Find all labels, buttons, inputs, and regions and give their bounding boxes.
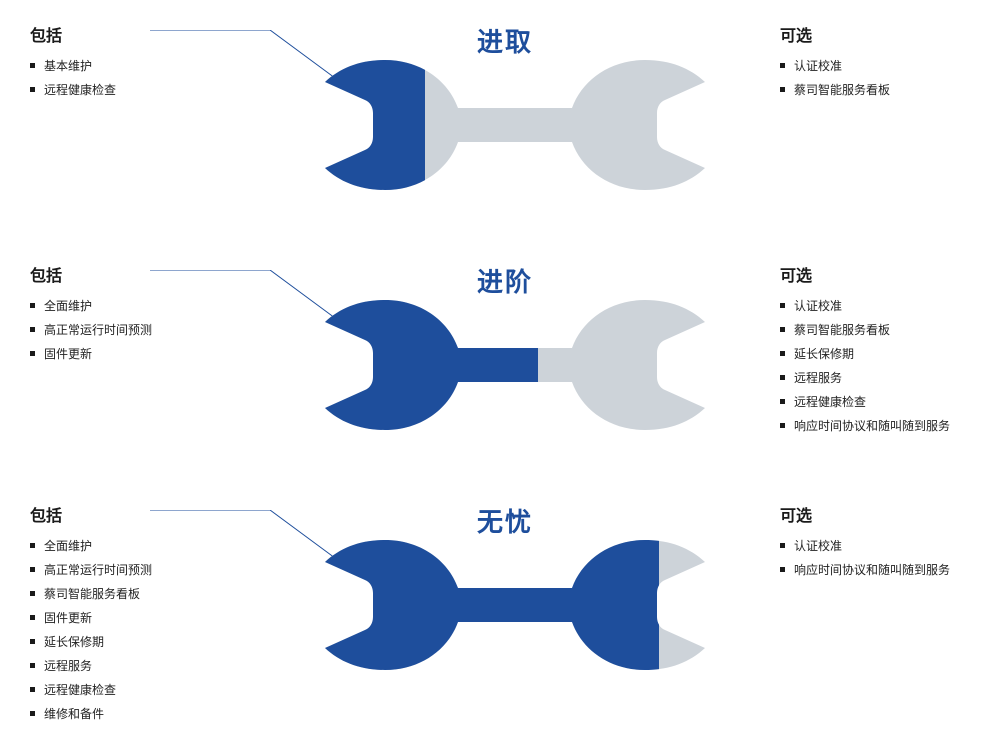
optional-column: 可选 认证校准响应时间协议和随叫随到服务 [780,502,980,582]
optional-item: 认证校准 [780,54,980,78]
included-heading: 包括 [30,22,230,46]
included-item: 基本维护 [30,54,230,78]
tier-tier2: 包括 全面维护高正常运行时间预测固件更新 进阶 可选 认证校准蔡司智能服务看板延… [0,240,991,480]
included-item: 远程服务 [30,654,230,678]
optional-list: 认证校准蔡司智能服务看板 [780,54,980,102]
wrench-graphic [290,300,740,430]
included-column: 包括 全面维护高正常运行时间预测蔡司智能服务看板固件更新延长保修期远程服务远程健… [30,502,230,726]
optional-column: 可选 认证校准蔡司智能服务看板 [780,22,980,102]
optional-list: 认证校准响应时间协议和随叫随到服务 [780,534,980,582]
tier-title-wrap: 进取 [270,22,740,59]
tier-tier3: 包括 全面维护高正常运行时间预测蔡司智能服务看板固件更新延长保修期远程服务远程健… [0,480,991,720]
included-item: 蔡司智能服务看板 [30,582,230,606]
optional-column: 可选 认证校准蔡司智能服务看板延长保修期远程服务远程健康检查响应时间协议和随叫随… [780,262,980,438]
optional-heading: 可选 [780,502,980,526]
wrench-graphic [290,540,740,670]
optional-item: 蔡司智能服务看板 [780,78,980,102]
wrench-graphic [290,60,740,190]
tier-title: 无忧 [270,502,740,539]
wrench-icon [290,540,740,670]
included-column: 包括 基本维护远程健康检查 [30,22,230,102]
included-column: 包括 全面维护高正常运行时间预测固件更新 [30,262,230,366]
optional-list: 认证校准蔡司智能服务看板延长保修期远程服务远程健康检查响应时间协议和随叫随到服务 [780,294,980,438]
included-item: 延长保修期 [30,630,230,654]
included-item: 高正常运行时间预测 [30,558,230,582]
tier-title: 进取 [270,22,740,59]
included-item: 高正常运行时间预测 [30,318,230,342]
included-item: 全面维护 [30,534,230,558]
optional-item: 远程服务 [780,366,980,390]
included-item: 全面维护 [30,294,230,318]
included-list: 全面维护高正常运行时间预测固件更新 [30,294,230,366]
tier-title-wrap: 无忧 [270,502,740,539]
included-list: 全面维护高正常运行时间预测蔡司智能服务看板固件更新延长保修期远程服务远程健康检查… [30,534,230,726]
optional-item: 响应时间协议和随叫随到服务 [780,558,980,582]
included-item: 远程健康检查 [30,678,230,702]
included-item: 维修和备件 [30,702,230,726]
tier-title-wrap: 进阶 [270,262,740,299]
tier-title: 进阶 [270,262,740,299]
included-heading: 包括 [30,262,230,286]
optional-heading: 可选 [780,22,980,46]
included-item: 固件更新 [30,342,230,366]
optional-item: 远程健康检查 [780,390,980,414]
optional-item: 认证校准 [780,294,980,318]
included-item: 固件更新 [30,606,230,630]
included-item: 远程健康检查 [30,78,230,102]
optional-item: 响应时间协议和随叫随到服务 [780,414,980,438]
optional-item: 认证校准 [780,534,980,558]
included-heading: 包括 [30,502,230,526]
optional-item: 延长保修期 [780,342,980,366]
included-list: 基本维护远程健康检查 [30,54,230,102]
tier-tier1: 包括 基本维护远程健康检查 进取 可选 认证校准蔡司智能服务看板 [0,0,991,240]
wrench-icon [290,300,740,430]
wrench-icon [290,60,740,190]
optional-item: 蔡司智能服务看板 [780,318,980,342]
optional-heading: 可选 [780,262,980,286]
